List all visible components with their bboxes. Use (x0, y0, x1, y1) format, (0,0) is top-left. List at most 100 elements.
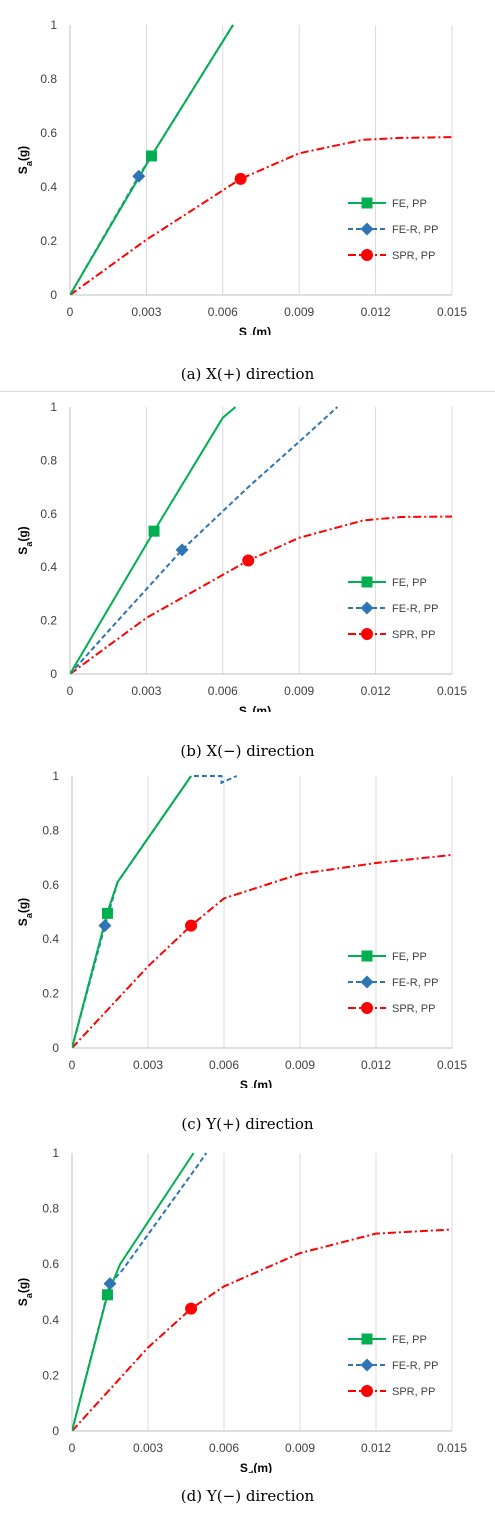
caption-d: (d) Y(−) direction (180, 1487, 315, 1505)
caption-b: (b) X(−) direction (180, 742, 315, 760)
legend-label: FE, PP (392, 951, 427, 963)
chart-panel-b: 0 0.003 0.006 0.009 0.012 0.015 0 0.2 0.4 0.6 0.8 1… (0, 392, 495, 712)
y-tick-label: 0.4 (40, 560, 57, 574)
y-tick-label: 0.4 (42, 932, 59, 946)
performance-point-marker (234, 172, 247, 185)
performance-point-marker (98, 919, 112, 933)
legend-marker (361, 197, 373, 209)
x-tick-label: 0 (69, 1441, 76, 1455)
x-tick-label: 0 (67, 305, 74, 319)
y-tick-label: 0 (50, 667, 57, 681)
x-tick-label: 0 (69, 1058, 76, 1072)
series-line-2 (70, 515, 453, 674)
y-tick-label: 0.8 (40, 453, 57, 467)
sa-sd-chart-b: 0 0.003 0.006 0.009 0.012 0.015 0 0.2 0.4 0.6 0.8 1… (16, 400, 467, 712)
caption-c: (c) Y(+) direction (181, 1115, 314, 1133)
x-tick-label: 0.006 (209, 1441, 239, 1455)
performance-point-marker (145, 150, 157, 162)
series-line-1 (72, 1152, 208, 1431)
x-tick-label: 0.003 (131, 305, 161, 319)
legend-label: FE, PP (392, 198, 427, 210)
legend-marker (360, 601, 374, 615)
legend-marker (361, 1333, 373, 1345)
x-tick-label: 0.015 (437, 1058, 467, 1072)
x-tick-label: 0.015 (437, 684, 467, 698)
y-tick-label: 0 (52, 1424, 59, 1438)
legend-label: SPR, PP (392, 1386, 435, 1398)
y-tick-label: 0 (50, 288, 57, 302)
y-tick-label: 0.6 (42, 878, 59, 892)
y-tick-label: 0.4 (42, 1313, 59, 1327)
y-tick-label: 0.2 (40, 234, 57, 248)
legend-marker (361, 628, 373, 640)
y-tick-label: 0.6 (40, 507, 57, 521)
legend-label: FE, PP (392, 577, 427, 589)
y-tick-label: 0 (52, 1041, 59, 1055)
x-tick-label: 0.015 (437, 1441, 467, 1455)
legend-label: FE-R, PP (392, 977, 438, 989)
legend-label: FE-R, PP (392, 603, 438, 615)
series-line-0 (72, 775, 192, 1048)
x-tick-label: 0.006 (208, 305, 238, 319)
y-tick-label: 0.8 (42, 1202, 59, 1216)
y-tick-label: 0.4 (40, 180, 57, 194)
legend-marker (361, 576, 373, 588)
legend-label: FE, PP (392, 1334, 427, 1346)
legend-label: FE-R, PP (392, 1360, 438, 1372)
x-tick-label: 0.012 (361, 684, 391, 698)
performance-point-marker (185, 919, 198, 932)
x-tick-label: 0.009 (284, 684, 314, 698)
x-tick-label: 0.006 (208, 684, 238, 698)
x-axis-title: Sd(m) (239, 325, 271, 335)
x-axis-title: Sd(m) (240, 1461, 272, 1473)
performance-point-marker (185, 1302, 198, 1315)
x-tick-label: 0.006 (209, 1058, 239, 1072)
y-axis-title: Sa(g) (16, 898, 34, 926)
legend-marker (360, 222, 374, 236)
series-line-2 (72, 853, 453, 1048)
x-tick-label: 0.009 (285, 1441, 315, 1455)
legend-label: SPR, PP (392, 250, 435, 262)
y-axis-title: Sa(g) (16, 1278, 34, 1306)
y-tick-label: 0.8 (42, 823, 59, 837)
legend-marker (360, 1358, 374, 1372)
y-tick-label: 0.2 (42, 987, 59, 1001)
legend-label: SPR, PP (392, 1003, 435, 1015)
series-line-0 (70, 406, 237, 674)
performance-point-marker (101, 907, 113, 919)
legend-marker (361, 249, 373, 261)
y-tick-label: 1 (52, 1146, 59, 1160)
x-tick-label: 0.009 (284, 305, 314, 319)
y-tick-label: 0.6 (40, 126, 57, 140)
sa-sd-chart-c: 0 0.003 0.006 0.009 0.012 0.015 0 0.2 0.4 0.6 0.8 1… (16, 769, 467, 1088)
x-tick-label: 0 (67, 684, 74, 698)
y-axis-title: Sa(g) (16, 146, 34, 174)
x-tick-label: 0.003 (133, 1441, 163, 1455)
x-axis-title: Sd(m) (239, 704, 271, 712)
divider (0, 391, 495, 392)
x-tick-label: 0.015 (437, 305, 467, 319)
chart-panel-c: 0 0.003 0.006 0.009 0.012 0.015 0 0.2 0.4 0.6 0.8 1… (0, 768, 495, 1088)
series-line-1 (70, 406, 339, 674)
legend-marker (361, 950, 373, 962)
chart-panel-a: 0 0.003 0.006 0.009 0.012 0.015 0 0.2 0.4 0.6 0.8 1… (0, 0, 495, 335)
legend-marker (361, 1385, 373, 1397)
x-tick-label: 0.012 (361, 1441, 391, 1455)
x-tick-label: 0.012 (361, 1058, 391, 1072)
sa-sd-chart-a: 0 0.003 0.006 0.009 0.012 0.015 0 0.2 0.4 0.6 0.8 1… (16, 18, 467, 335)
series-line-1 (72, 775, 238, 1048)
performance-point-marker (103, 1277, 117, 1291)
y-tick-label: 1 (50, 18, 57, 32)
performance-point-marker (132, 169, 146, 183)
y-tick-label: 1 (50, 400, 57, 414)
legend-marker (360, 975, 374, 989)
series-line-0 (72, 1152, 195, 1431)
x-tick-label: 0.003 (133, 1058, 163, 1072)
y-tick-label: 0.8 (40, 72, 57, 86)
sa-sd-chart-d: 0 0.003 0.006 0.009 0.012 0.015 0 0.2 0.4 0.6 0.8 1… (16, 1146, 467, 1473)
caption-a: (a) X(+) direction (180, 365, 315, 383)
x-axis-title: Sd(m) (240, 1078, 272, 1088)
legend-label: SPR, PP (392, 629, 435, 641)
legend-label: FE-R, PP (392, 224, 438, 236)
series-line-2 (70, 136, 453, 295)
